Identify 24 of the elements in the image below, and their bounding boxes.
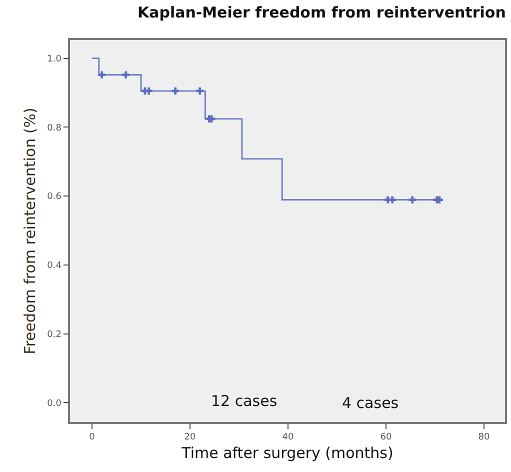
y-tick-label: 1.0 — [47, 54, 62, 64]
point — [388, 196, 396, 204]
y-tick-label: 0.4 — [47, 261, 62, 272]
y-tick-label: 0.0 — [47, 398, 62, 409]
point — [98, 71, 106, 78]
annotation: 4 cases — [342, 394, 399, 412]
y-tick-label: 0.8 — [47, 123, 62, 134]
point — [436, 196, 443, 204]
x-axis-title: Time after surgery (months) — [180, 444, 394, 462]
x-tick-label: 40 — [282, 432, 294, 443]
annotation: 12 cases — [211, 392, 278, 410]
point — [145, 87, 152, 95]
x-tick-label: 80 — [478, 432, 490, 443]
y-tick-label: 0.2 — [47, 330, 62, 340]
y-axis-title: Freedom from reintervention (%) — [20, 108, 39, 354]
x-tick-label: 20 — [184, 432, 196, 443]
x-tick-label: 0 — [89, 432, 96, 443]
point — [196, 87, 204, 95]
point — [122, 71, 130, 78]
y-tick-label: 0.6 — [47, 192, 62, 202]
point — [172, 87, 179, 95]
chart-title: Kaplan-Meier freedom from reinterventrion — [138, 4, 506, 22]
point — [408, 196, 416, 204]
x-tick-label: 60 — [380, 432, 392, 443]
